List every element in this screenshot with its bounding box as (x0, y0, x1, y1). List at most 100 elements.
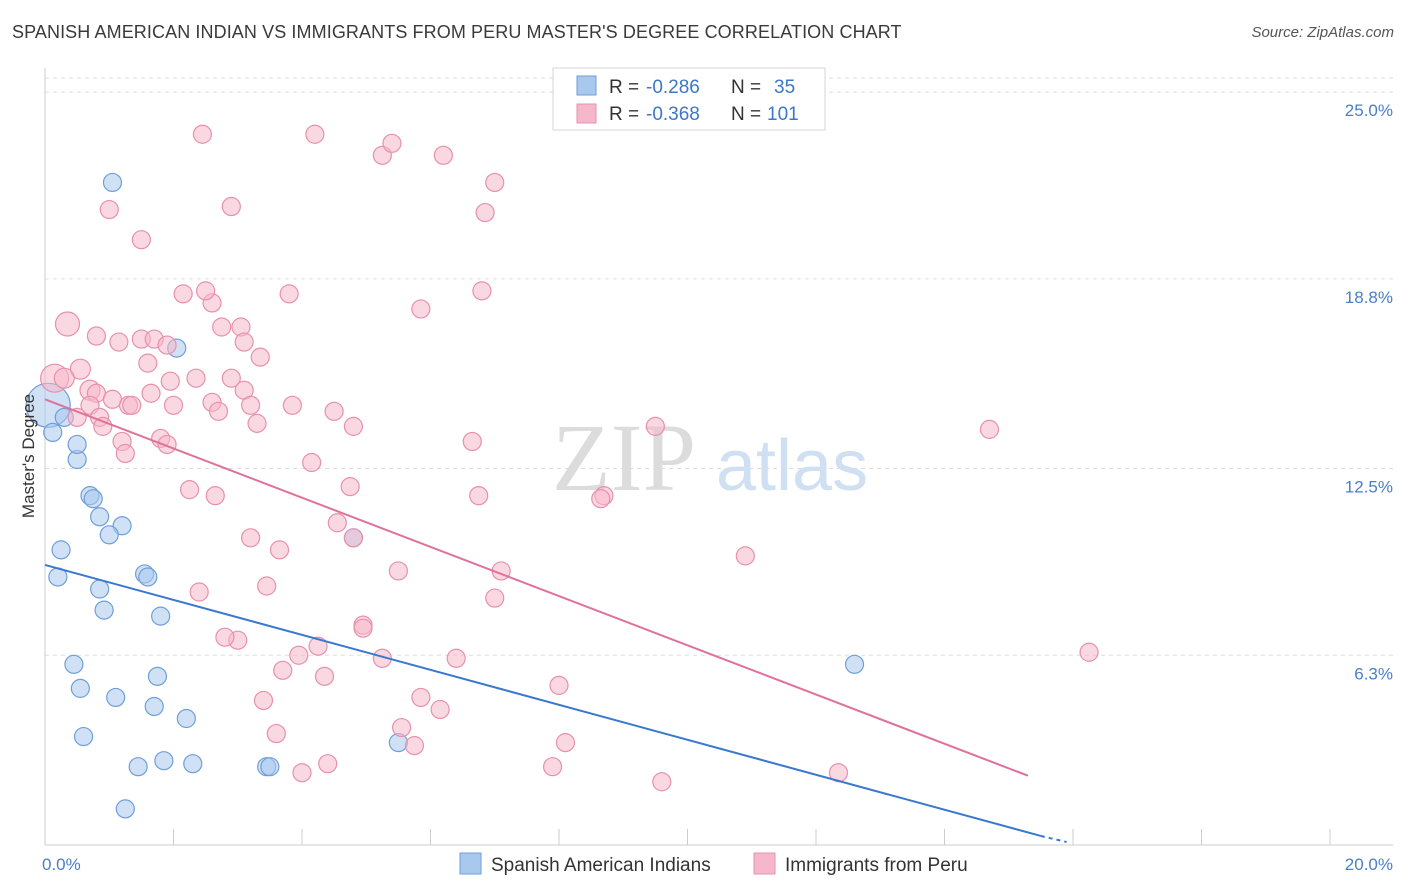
point-immigrant-from-peru (446, 648, 466, 668)
point-immigrant-from-peru (314, 666, 335, 686)
point-immigrant-from-peru (308, 636, 328, 656)
point-immigrant-from-peru (138, 353, 158, 373)
point-immigrant-from-peru (289, 645, 309, 665)
legend-r-value-2: -0.368 (646, 104, 700, 125)
point-immigrant-from-peru (186, 368, 206, 388)
point-immigrant-from-peru (179, 480, 200, 500)
point-immigrant-from-peru (109, 332, 129, 352)
point-spanish-american-indian (138, 567, 158, 587)
point-immigrant-from-peru (979, 419, 1000, 439)
point-immigrant-from-peru (247, 413, 267, 433)
point-spanish-american-indian (144, 696, 164, 717)
point-immigrant-from-peru (549, 675, 569, 695)
trend-line-peru (44, 398, 1029, 777)
point-immigrant-from-peru (652, 772, 672, 792)
point-immigrant-from-peru (141, 383, 161, 403)
point-immigrant-from-peru (353, 618, 373, 638)
point-spanish-american-indian (151, 606, 171, 626)
point-immigrant-from-peru (462, 431, 482, 452)
legend-r-label-2: R = (609, 104, 639, 125)
point-immigrant-from-peru (157, 335, 177, 355)
y-tick-labels: 6.3% 12.5% 18.8% 25.0% (1345, 101, 1393, 683)
point-immigrant-from-peru (645, 416, 665, 436)
point-immigrant-from-peru (411, 299, 431, 319)
legend-r-label-1: R = (609, 77, 639, 98)
point-immigrant-from-peru (196, 281, 216, 301)
point-immigrant-from-peru (292, 763, 312, 783)
point-spanish-american-indian (176, 708, 196, 729)
x-tick-label-min: 0.0% (42, 855, 81, 874)
y-tick-label: 25.0% (1345, 101, 1393, 120)
top-legend-box (552, 67, 826, 131)
point-spanish-american-indian (147, 666, 168, 686)
point-immigrant-from-peru (212, 317, 232, 337)
point-immigrant-from-peru (163, 395, 184, 415)
point-immigrant-from-peru (122, 395, 142, 415)
point-immigrant-from-peru (208, 401, 229, 421)
series-immigrants-from-peru (40, 124, 1099, 792)
point-immigrant-from-peru (53, 367, 75, 389)
point-spanish-american-indian (90, 579, 110, 599)
point-immigrant-from-peru (735, 546, 755, 566)
point-immigrant-from-peru (115, 443, 135, 464)
point-immigrant-from-peru (472, 281, 492, 301)
point-spanish-american-indian (51, 540, 71, 560)
watermark-zip: ZIP (552, 404, 696, 511)
point-spanish-american-indian (43, 422, 63, 443)
point-spanish-american-indian (94, 600, 114, 620)
point-immigrant-from-peru (388, 561, 408, 581)
point-immigrant-from-peru (157, 434, 177, 455)
x-tick-label-max: 20.0% (1345, 855, 1393, 874)
bottom-legend-swatch-blue (459, 852, 482, 875)
point-spanish-american-indian (73, 726, 94, 747)
bottom-legend-swatch-pink (753, 852, 776, 875)
legend-n-value-1: 35 (774, 77, 795, 98)
point-immigrant-from-peru (318, 754, 338, 774)
watermark-atlas: atlas (716, 426, 868, 506)
legend-swatch-pink (576, 103, 597, 124)
legend-n-label-1: N = (731, 77, 761, 98)
point-spanish-american-indian (106, 687, 126, 708)
point-immigrant-from-peru (205, 486, 225, 506)
grid (45, 77, 1393, 656)
point-immigrant-from-peru (591, 489, 611, 509)
point-immigrant-from-peru (391, 717, 412, 738)
point-immigrant-from-peru (469, 486, 489, 506)
legend-n-label-2: N = (731, 104, 761, 125)
point-immigrant-from-peru (266, 723, 286, 744)
point-spanish-american-indian (83, 489, 103, 509)
point-immigrant-from-peru (250, 347, 270, 367)
point-immigrant-from-peru (99, 199, 119, 220)
bottom-legend-label-blue: Spanish American Indians (491, 855, 711, 876)
point-spanish-american-indian (70, 678, 90, 698)
point-spanish-american-indian (154, 751, 174, 771)
point-immigrant-from-peru (282, 395, 302, 415)
point-immigrant-from-peru (192, 124, 213, 144)
point-immigrant-from-peru (269, 540, 290, 560)
chart-title: SPANISH AMERICAN INDIAN VS IMMIGRANTS FR… (12, 22, 902, 42)
trend-lines (44, 398, 1067, 843)
point-immigrant-from-peru (241, 528, 261, 548)
point-immigrant-from-peru (253, 690, 274, 711)
y-tick-label: 6.3% (1354, 664, 1393, 683)
point-immigrant-from-peru (475, 202, 495, 223)
point-immigrant-from-peru (160, 371, 180, 391)
point-spanish-american-indian (64, 654, 84, 674)
point-immigrant-from-peru (382, 133, 402, 153)
bottom-legend-label-pink: Immigrants from Peru (785, 855, 968, 876)
point-immigrant-from-peru (555, 733, 576, 753)
point-spanish-american-indian (183, 754, 203, 774)
point-immigrant-from-peru (173, 284, 193, 304)
point-immigrant-from-peru (404, 736, 425, 756)
point-immigrant-from-peru (302, 452, 322, 473)
source-credit: Source: ZipAtlas.com (1251, 24, 1394, 41)
legend-r-value-1: -0.286 (646, 77, 700, 98)
point-immigrant-from-peru (343, 528, 363, 548)
point-spanish-american-indian (67, 434, 87, 455)
point-immigrant-from-peru (102, 389, 123, 409)
point-spanish-american-indian (115, 799, 135, 819)
point-immigrant-from-peru (215, 627, 235, 647)
point-immigrant-from-peru (54, 311, 81, 337)
point-immigrant-from-peru (340, 477, 360, 497)
